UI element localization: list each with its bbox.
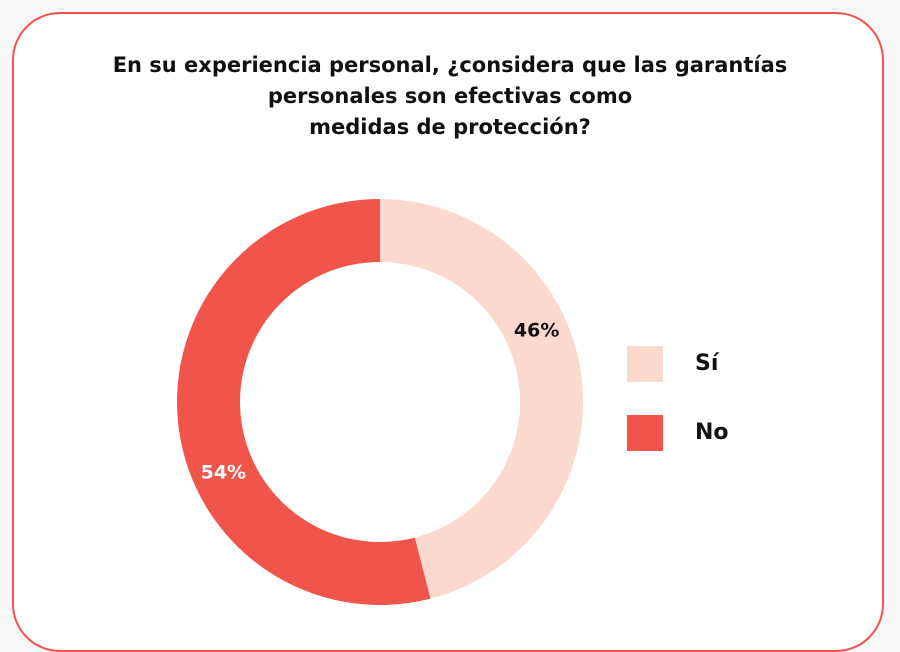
chart-title: En su experiencia personal, ¿considera q… — [112, 53, 788, 139]
value-label: 54% — [201, 462, 246, 484]
donut-slice — [177, 199, 431, 605]
legend-label: No — [695, 420, 729, 445]
page: En su experiencia personal, ¿considera q… — [12, 12, 884, 652]
value-label: 46% — [514, 319, 559, 341]
legend-swatch — [627, 346, 663, 382]
donut-slice — [380, 199, 584, 599]
legend-label: Sí — [695, 351, 720, 376]
legend-swatch — [627, 415, 663, 451]
chart: 46% 54% Sí No — [177, 199, 729, 605]
